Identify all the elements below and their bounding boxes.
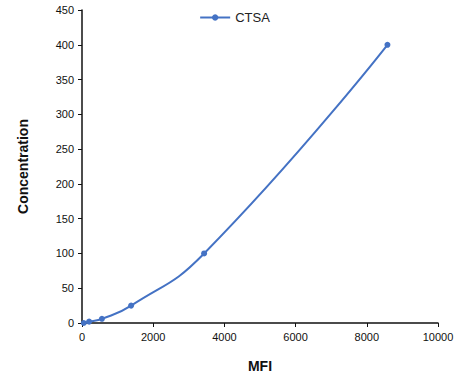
svg-text:4000: 4000	[212, 331, 236, 343]
svg-text:MFI: MFI	[248, 358, 272, 374]
svg-text:0: 0	[68, 317, 74, 329]
svg-text:200: 200	[56, 178, 74, 190]
svg-text:0: 0	[79, 331, 85, 343]
svg-text:Concentration: Concentration	[15, 119, 31, 214]
svg-text:450: 450	[56, 4, 74, 16]
svg-text:6000: 6000	[283, 331, 307, 343]
svg-text:10000: 10000	[423, 331, 454, 343]
svg-text:100: 100	[56, 247, 74, 259]
svg-text:150: 150	[56, 213, 74, 225]
svg-text:CTSA: CTSA	[235, 10, 270, 25]
svg-text:400: 400	[56, 39, 74, 51]
svg-text:250: 250	[56, 143, 74, 155]
svg-text:2000: 2000	[141, 331, 165, 343]
svg-text:350: 350	[56, 74, 74, 86]
svg-text:50: 50	[62, 282, 74, 294]
svg-text:300: 300	[56, 108, 74, 120]
svg-text:8000: 8000	[355, 331, 379, 343]
